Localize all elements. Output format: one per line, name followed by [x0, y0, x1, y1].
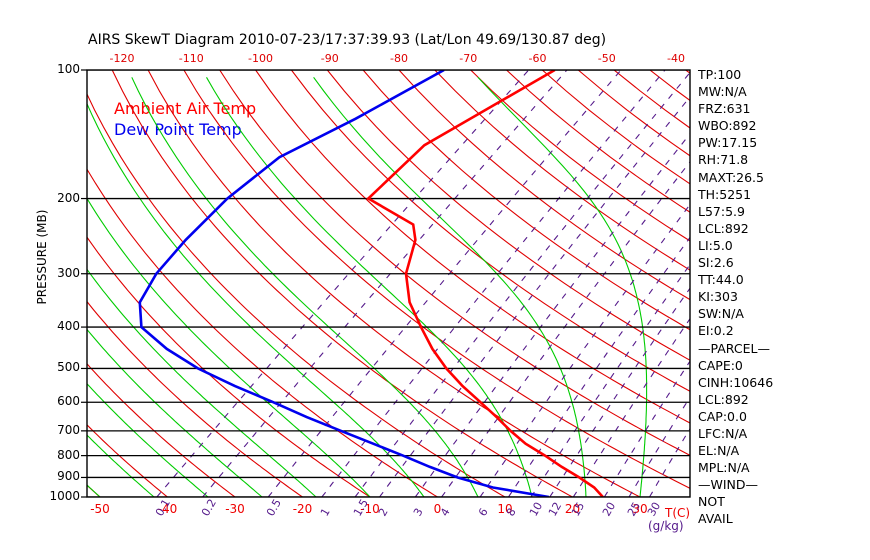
panel-item: —PARCEL— [698, 340, 770, 356]
sounding-parameter-panel: TP:100 MW:N/A FRZ:631 WBO:892 PW:17.15 RH:71.… [698, 66, 863, 528]
top-temp-tick: -110 [178, 52, 204, 65]
panel-item: CINH:10646 [698, 374, 774, 390]
top-temp-tick: -50 [597, 52, 616, 65]
panel-item: EL:N/A [698, 443, 740, 459]
panel-item: CAP:0.0 [698, 408, 747, 424]
panel-item: NOT [698, 494, 725, 510]
panel-item: TT:44.0 [698, 272, 744, 288]
top-temp-tick: -70 [459, 52, 478, 65]
top-temp-tick: -60 [528, 52, 547, 65]
panel-item: TP:100 [698, 67, 742, 82]
panel-item: TH:5251 [698, 186, 752, 202]
panel-item: MW:N/A [698, 84, 747, 100]
bottom-temp-tick: -40 [157, 502, 178, 516]
page-title: AIRS SkewT Diagram 2010-07-23/17:37:39.9… [88, 32, 607, 48]
bottom-temp-tick: -50 [90, 502, 110, 516]
panel-item: LFC:N/A [698, 425, 748, 441]
panel-item: SI:2.6 [698, 255, 734, 271]
panel-item: LI:5.0 [698, 237, 733, 253]
bottom-temp-tick: -20 [292, 502, 313, 516]
panel-item: FRZ:631 [698, 101, 751, 117]
panel-item: LCL:892 [698, 220, 749, 236]
pressure-tick: 700 [57, 422, 80, 437]
pressure-tick: 1000 [49, 489, 80, 503]
pressure-tick: 600 [57, 394, 80, 409]
pressure-tick: 300 [57, 265, 80, 280]
panel-item: RH:71.8 [698, 152, 749, 168]
top-temp-tick: -100 [248, 52, 273, 65]
top-temp-tick: -120 [109, 52, 135, 65]
bottom-temp-tick: 20 [564, 502, 581, 516]
top-temp-tick: -80 [390, 52, 408, 65]
pressure-tick: 900 [57, 469, 80, 484]
panel-item: SW:N/A [698, 306, 744, 322]
panel-item: MPL:N/A [698, 460, 750, 476]
top-temp-tick: -90 [320, 52, 339, 65]
panel-item: WBO:892 [698, 118, 757, 134]
panel-item: CAPE:0 [698, 357, 743, 373]
panel-item: LCL:892 [698, 391, 749, 407]
bottom-temp-tick: -10 [360, 502, 380, 516]
panel-item: PW:17.15 [698, 135, 758, 151]
panel-item: —WIND— [698, 477, 759, 493]
pressure-tick: 800 [57, 447, 80, 462]
temperature-axis-label: T(C) [665, 506, 691, 520]
panel-item: MAXT:26.5 [698, 169, 764, 185]
bottom-temp-tick: 30 [632, 502, 648, 516]
bottom-temp-tick: -30 [225, 502, 245, 516]
panel-item: L57:5.9 [698, 203, 745, 219]
legend-dew-point-temp: Dew Point Temp [114, 120, 242, 139]
top-temp-tick: -40 [667, 52, 685, 65]
pressure-tick: 100 [57, 62, 80, 76]
pressure-tick: 400 [57, 319, 80, 334]
pressure-tick: 500 [57, 360, 80, 375]
bottom-temp-tick: 0 [433, 502, 442, 516]
bottom-temp-tick: 10 [497, 502, 513, 516]
panel-item: EI:0.2 [698, 323, 734, 339]
panel-item: AVAIL [698, 511, 733, 527]
pressure-tick: 200 [57, 190, 80, 205]
mixing-ratio-axis-label: (g/kg) [648, 519, 684, 533]
panel-item: KI:303 [698, 289, 738, 305]
